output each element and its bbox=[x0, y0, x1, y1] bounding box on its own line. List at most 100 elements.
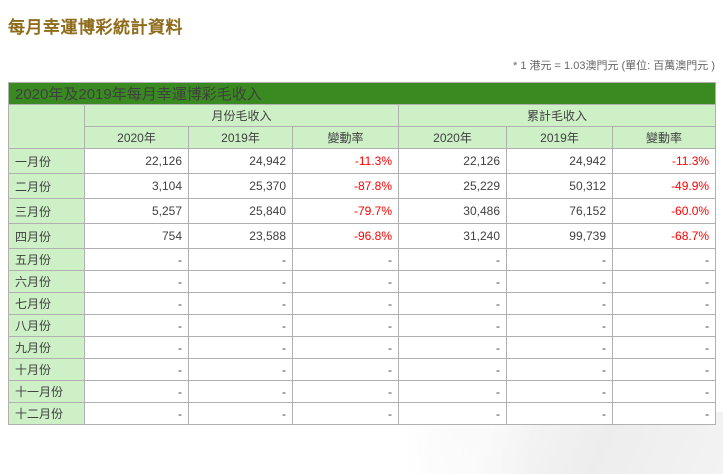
sub-header-cumulative-2020: 2020年 bbox=[398, 126, 507, 149]
cell-cumulative-change: - bbox=[611, 380, 717, 403]
cell-cumulative-2019: - bbox=[506, 358, 613, 381]
month-label: 七月份 bbox=[8, 292, 85, 315]
month-label: 一月份 bbox=[8, 148, 85, 174]
cell-monthly-2019: - bbox=[188, 248, 293, 271]
corner-cell bbox=[8, 104, 85, 149]
cell-monthly-2019: 23,588 bbox=[188, 223, 293, 249]
cell-monthly-2019: - bbox=[188, 336, 293, 359]
cell-monthly-2020: 5,257 bbox=[84, 198, 189, 224]
sub-header-cumulative-change: 變動率 bbox=[611, 126, 717, 149]
sub-header-monthly-2019: 2019年 bbox=[188, 126, 293, 149]
cell-monthly-2020: - bbox=[84, 270, 189, 293]
sub-header-cumulative-2019: 2019年 bbox=[506, 126, 613, 149]
table-row: 一月份 22,126 24,942 -11.3% 22,126 24,942 -… bbox=[8, 148, 717, 174]
table-row: 九月份 - - - - - - bbox=[8, 336, 717, 359]
cell-monthly-2019: - bbox=[188, 292, 293, 315]
cell-monthly-2020: - bbox=[84, 380, 189, 403]
group-header-monthly: 月份毛收入 bbox=[84, 104, 399, 127]
table-row: 六月份 - - - - - - bbox=[8, 270, 717, 293]
cell-monthly-change: - bbox=[292, 270, 399, 293]
cell-monthly-change: -87.8% bbox=[292, 173, 399, 199]
cell-cumulative-2019: 24,942 bbox=[506, 148, 613, 174]
cell-monthly-2019: - bbox=[188, 358, 293, 381]
cell-cumulative-change: - bbox=[611, 270, 717, 293]
cell-cumulative-2020: - bbox=[398, 336, 507, 359]
cell-cumulative-change: -68.7% bbox=[611, 223, 717, 249]
cell-monthly-2019: - bbox=[188, 314, 293, 337]
cell-monthly-2019: 25,370 bbox=[188, 173, 293, 199]
cell-monthly-2020: - bbox=[84, 402, 189, 425]
cell-monthly-change: - bbox=[292, 292, 399, 315]
cell-monthly-2019: 24,942 bbox=[188, 148, 293, 174]
sub-header-monthly-change: 變動率 bbox=[292, 126, 399, 149]
table-row: 四月份 754 23,588 -96.8% 31,240 99,739 -68.… bbox=[8, 223, 717, 249]
cell-monthly-change: - bbox=[292, 248, 399, 271]
table-caption-row: 2020年及2019年每月幸運博彩毛收入 bbox=[7, 82, 717, 105]
cell-monthly-2019: - bbox=[188, 270, 293, 293]
cell-cumulative-2020: - bbox=[398, 380, 507, 403]
currency-unit-note: * 1 港元 = 1.03澳門元 (單位: 百萬澳門元 ) bbox=[512, 60, 715, 72]
cell-monthly-2019: - bbox=[188, 402, 293, 425]
cell-monthly-2019: - bbox=[188, 380, 293, 403]
cell-monthly-2020: - bbox=[84, 248, 189, 271]
group-header-cumulative: 累計毛收入 bbox=[397, 104, 717, 127]
cell-cumulative-2019: 99,739 bbox=[506, 223, 613, 249]
cell-monthly-2020: 754 bbox=[84, 223, 189, 249]
cell-cumulative-2020: - bbox=[398, 270, 507, 293]
cell-monthly-2020: - bbox=[84, 292, 189, 315]
cell-cumulative-2020: - bbox=[398, 292, 507, 315]
cell-cumulative-2019: - bbox=[506, 380, 613, 403]
cell-monthly-change: -79.7% bbox=[292, 198, 399, 224]
cell-cumulative-2020: - bbox=[398, 402, 507, 425]
cell-monthly-change: -11.3% bbox=[292, 148, 399, 174]
cell-monthly-change: - bbox=[292, 336, 399, 359]
cell-cumulative-2019: - bbox=[506, 248, 613, 271]
cell-monthly-change: - bbox=[292, 358, 399, 381]
cell-cumulative-change: -11.3% bbox=[611, 148, 717, 174]
cell-cumulative-2019: - bbox=[506, 336, 613, 359]
page-title: 每月幸運博彩統計資料 bbox=[8, 18, 183, 37]
cell-monthly-2020: - bbox=[84, 358, 189, 381]
cell-monthly-change: -96.8% bbox=[292, 223, 399, 249]
cell-cumulative-change: - bbox=[611, 402, 717, 425]
cell-monthly-2020: 3,104 bbox=[84, 173, 189, 199]
cell-cumulative-change: -49.9% bbox=[611, 173, 717, 199]
table-row: 五月份 - - - - - - bbox=[8, 248, 717, 271]
cell-cumulative-2020: - bbox=[398, 248, 507, 271]
sub-header-monthly-2020: 2020年 bbox=[84, 126, 189, 149]
table-row: 十二月份 - - - - - - bbox=[8, 402, 717, 425]
month-label: 十月份 bbox=[8, 358, 85, 381]
cell-cumulative-2019: - bbox=[506, 292, 613, 315]
cell-cumulative-2020: 22,126 bbox=[398, 148, 507, 174]
month-label: 九月份 bbox=[8, 336, 85, 359]
month-label: 六月份 bbox=[8, 270, 85, 293]
table-row: 二月份 3,104 25,370 -87.8% 25,229 50,312 -4… bbox=[8, 173, 717, 199]
table-row: 八月份 - - - - - - bbox=[8, 314, 717, 337]
cell-monthly-change: - bbox=[292, 314, 399, 337]
month-label: 八月份 bbox=[8, 314, 85, 337]
month-label: 十一月份 bbox=[8, 380, 85, 403]
table-caption: 2020年及2019年每月幸運博彩毛收入 bbox=[7, 82, 717, 105]
sub-header-row: 2020年 2019年 變動率 2020年 2019年 變動率 bbox=[9, 126, 717, 149]
page-content: 每月幸運博彩統計資料 * 1 港元 = 1.03澳門元 (單位: 百萬澳門元 )… bbox=[0, 13, 723, 425]
cell-cumulative-2019: 76,152 bbox=[506, 198, 613, 224]
cell-cumulative-2020: - bbox=[398, 314, 507, 337]
month-label: 三月份 bbox=[8, 198, 85, 224]
cell-cumulative-2020: 30,486 bbox=[398, 198, 507, 224]
month-label: 五月份 bbox=[8, 248, 85, 271]
cell-cumulative-2019: - bbox=[506, 402, 613, 425]
month-label: 二月份 bbox=[8, 173, 85, 199]
month-label: 十二月份 bbox=[8, 402, 85, 425]
cell-cumulative-2020: 25,229 bbox=[398, 173, 507, 199]
cell-cumulative-2019: 50,312 bbox=[506, 173, 613, 199]
cell-cumulative-2019: - bbox=[506, 314, 613, 337]
month-label: 四月份 bbox=[8, 223, 85, 249]
cell-monthly-2020: - bbox=[84, 314, 189, 337]
cell-monthly-2020: 22,126 bbox=[84, 148, 189, 174]
cell-cumulative-change: - bbox=[611, 248, 717, 271]
cell-cumulative-2020: - bbox=[398, 358, 507, 381]
table-row: 七月份 - - - - - - bbox=[8, 292, 717, 315]
cell-monthly-2019: 25,840 bbox=[188, 198, 293, 224]
cell-cumulative-change: - bbox=[611, 314, 717, 337]
cell-monthly-change: - bbox=[292, 380, 399, 403]
